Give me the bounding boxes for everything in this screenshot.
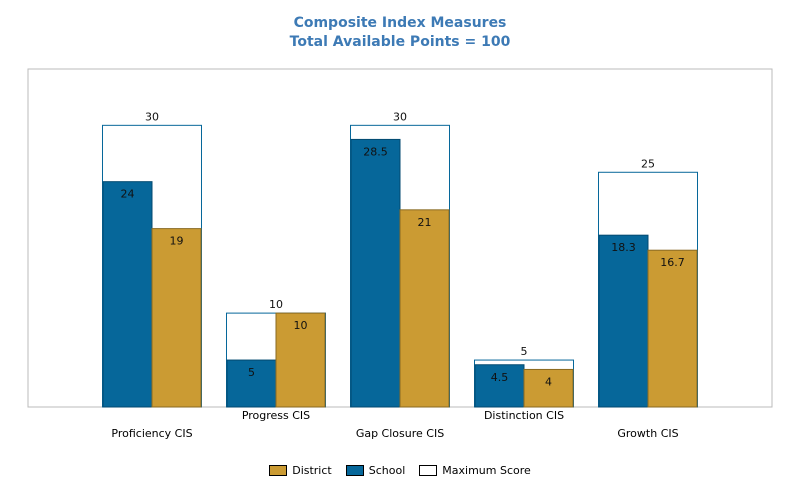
x-tick-label-distinction-cis: Distinction CIS — [484, 409, 564, 422]
data-label-maximum-progress-cis: 10 — [269, 298, 283, 311]
x-tick-label-growth-cis: Growth CIS — [617, 427, 678, 440]
chart-title: Composite Index Measures Total Available… — [0, 14, 800, 52]
legend-label-maximum-score: Maximum Score — [442, 464, 531, 477]
bars-layer — [102, 124, 698, 408]
data-label-district-proficiency-cis: 19 — [170, 235, 184, 248]
x-tick-label-gap-closure-cis: Gap Closure CIS — [356, 427, 444, 440]
data-label-school-growth-cis: 18.3 — [611, 241, 636, 254]
legend-swatch-school — [345, 465, 364, 476]
legend-label-school: School — [368, 464, 406, 477]
data-label-school-distinction-cis: 4.5 — [491, 371, 509, 384]
bar-district-distinction-cis — [523, 368, 574, 408]
bar-school-proficiency-cis — [102, 181, 153, 408]
labels-layer: 30 24 19 Proficiency CIS 10 5 10 Progress CIS 30… — [111, 110, 684, 440]
data-label-district-gap-closure-cis: 21 — [418, 216, 432, 229]
data-label-district-progress-cis: 10 — [294, 319, 308, 332]
legend-item-maximum-score: Maximum Score — [419, 464, 531, 477]
bar-school-growth-cis — [598, 234, 649, 408]
bar-district-proficiency-cis — [151, 228, 202, 408]
legend-item-district: District — [269, 464, 332, 477]
legend: District School Maximum Score — [0, 464, 800, 477]
legend-swatch-district — [269, 465, 288, 476]
legend-swatch-maximum-score — [419, 465, 438, 476]
legend-label-district: District — [292, 464, 332, 477]
bar-district-gap-closure-cis — [399, 209, 450, 408]
data-label-school-gap-closure-cis: 28.5 — [363, 145, 388, 158]
data-label-school-proficiency-cis: 24 — [121, 188, 135, 201]
data-label-maximum-proficiency-cis: 30 — [145, 110, 159, 123]
chart-title-main: Composite Index Measures — [293, 15, 507, 31]
data-label-district-distinction-cis: 4 — [545, 375, 552, 388]
data-label-school-progress-cis: 5 — [248, 366, 255, 379]
chart-subtitle: Total Available Points = 100 — [289, 34, 511, 50]
data-label-maximum-growth-cis: 25 — [641, 157, 655, 170]
data-label-maximum-distinction-cis: 5 — [521, 345, 528, 358]
legend-item-school: School — [345, 464, 406, 477]
bar-district-growth-cis — [647, 249, 698, 408]
x-tick-label-proficiency-cis: Proficiency CIS — [111, 427, 192, 440]
bar-district-progress-cis — [275, 312, 326, 408]
data-label-maximum-gap-closure-cis: 30 — [393, 110, 407, 123]
bar-school-distinction-cis — [474, 364, 525, 408]
bar-school-progress-cis — [226, 359, 277, 408]
x-tick-label-progress-cis: Progress CIS — [242, 409, 310, 422]
data-label-district-growth-cis: 16.7 — [660, 256, 685, 269]
bar-school-gap-closure-cis — [350, 138, 401, 408]
